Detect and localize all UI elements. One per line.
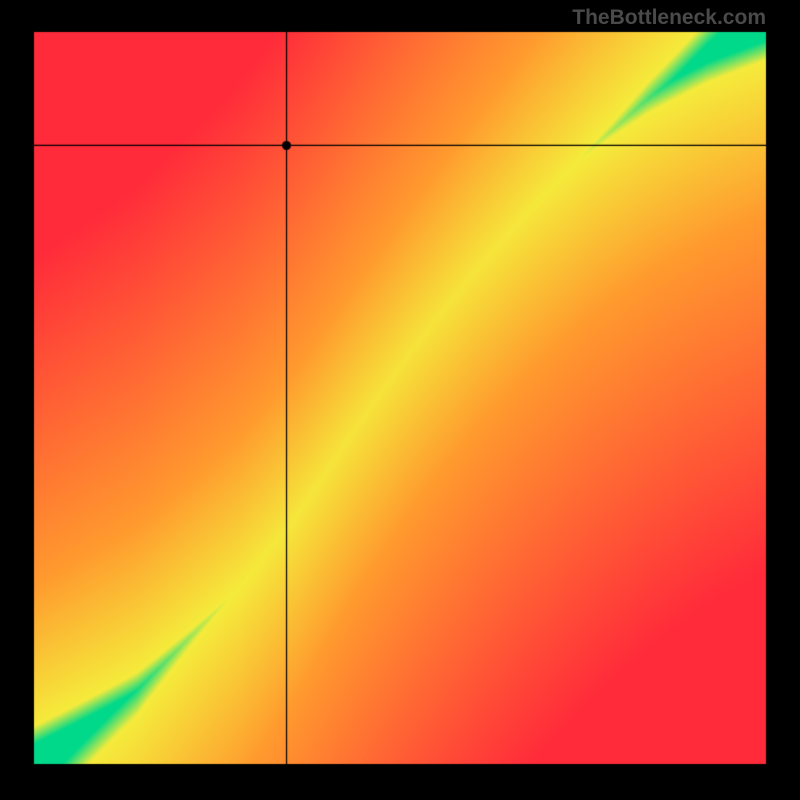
watermark-text: TheBottleneck.com: [572, 6, 766, 30]
bottleneck-heatmap: [0, 0, 800, 800]
chart-container: TheBottleneck.com: [0, 0, 800, 800]
